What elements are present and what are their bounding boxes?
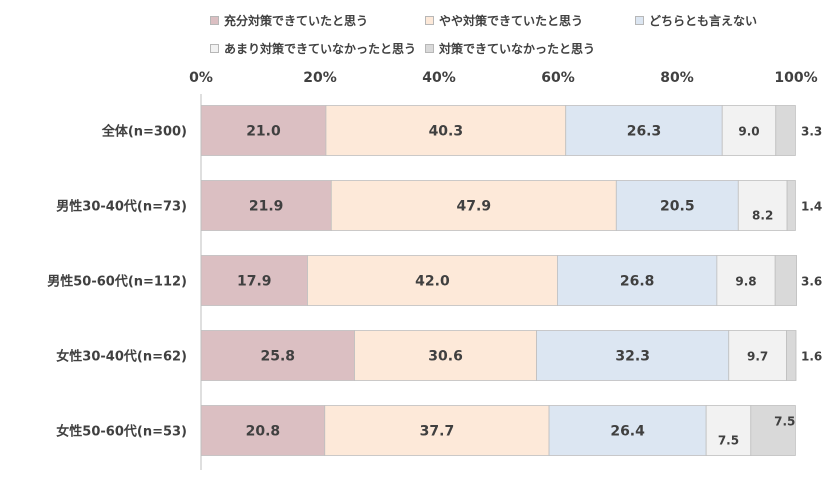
bar-segment xyxy=(750,405,796,456)
data-label: 40.3 xyxy=(429,124,464,140)
bar-segment xyxy=(775,105,796,156)
x-tick-label: 80% xyxy=(660,70,694,86)
data-label: 26.4 xyxy=(610,424,645,440)
data-label: 9.8 xyxy=(735,275,756,289)
bar-segment xyxy=(200,180,332,231)
bar-segment xyxy=(324,405,550,456)
data-label: 30.6 xyxy=(428,349,463,365)
legend-swatch-4 xyxy=(210,44,219,53)
data-label: 3.6 xyxy=(801,275,822,289)
bar-segment xyxy=(786,330,797,381)
data-label: 21.0 xyxy=(246,124,281,140)
data-label: 25.8 xyxy=(260,349,295,365)
legend-swatch-5 xyxy=(425,44,434,53)
legend-label-1: 充分対策できていたと思う xyxy=(224,14,369,28)
bar-segment xyxy=(200,330,355,381)
category-label: 男性50-60代(n=112) xyxy=(47,274,187,290)
data-label: 20.8 xyxy=(246,424,281,440)
data-label: 37.7 xyxy=(420,424,455,440)
legend-label-3: どちらとも言えない xyxy=(649,14,758,28)
data-label: 7.5 xyxy=(774,415,795,429)
bar-segment xyxy=(330,180,617,231)
legend-swatch-2 xyxy=(425,16,434,25)
data-label: 17.9 xyxy=(237,274,272,290)
bar-segment xyxy=(716,255,776,306)
legend-item-4: あまり対策できていなかったと思う xyxy=(210,40,416,57)
data-label: 26.3 xyxy=(627,124,662,140)
bar-segment xyxy=(200,105,327,156)
legend-swatch-1 xyxy=(210,16,219,25)
data-label: 8.2 xyxy=(752,209,773,223)
bar-segment xyxy=(536,330,730,381)
x-tick-label: 0% xyxy=(189,70,213,86)
bar-segment xyxy=(307,255,558,306)
data-label: 26.8 xyxy=(620,274,655,290)
legend-label-2: やや対策できていたと思う xyxy=(439,14,584,28)
data-label: 9.7 xyxy=(747,350,768,364)
bar-segment xyxy=(786,180,796,231)
legend-item-5: 対策できていなかったと思う xyxy=(425,40,595,57)
bar-segment xyxy=(548,405,707,456)
data-label: 42.0 xyxy=(415,274,450,290)
bar-segment xyxy=(728,330,787,381)
data-label: 3.3 xyxy=(801,125,822,139)
category-label: 全体(n=300) xyxy=(101,124,187,140)
legend-label-5: 対策できていなかったと思う xyxy=(439,42,596,56)
bar-segment xyxy=(615,180,739,231)
category-label: 男性30-40代(n=73) xyxy=(56,199,187,215)
legend-label-4: あまり対策できていなかったと思う xyxy=(224,42,417,56)
x-tick-label: 20% xyxy=(303,70,337,86)
bar-segment xyxy=(200,405,326,456)
bar-segment xyxy=(354,330,537,381)
bar-segment xyxy=(705,405,752,456)
legend-item-3: どちらとも言えない xyxy=(635,12,757,29)
data-label: 1.4 xyxy=(801,200,822,214)
x-tick-label: 40% xyxy=(422,70,456,86)
bar-segment xyxy=(721,105,777,156)
legend-item-1: 充分対策できていたと思う xyxy=(210,12,368,29)
category-label: 女性50-60代(n=53) xyxy=(56,424,187,440)
legend-item-2: やや対策できていたと思う xyxy=(425,12,583,29)
data-label: 20.5 xyxy=(660,199,695,215)
x-tick-label: 60% xyxy=(541,70,575,86)
x-tick-label: 100% xyxy=(774,70,817,86)
data-label: 21.9 xyxy=(249,199,284,215)
data-label: 32.3 xyxy=(615,349,650,365)
bar-segment xyxy=(557,255,718,306)
data-label: 47.9 xyxy=(457,199,492,215)
category-label: 女性30-40代(n=62) xyxy=(56,349,187,365)
legend-swatch-3 xyxy=(635,16,644,25)
data-label: 9.0 xyxy=(738,125,759,139)
bar-segment xyxy=(774,255,797,306)
data-label: 1.6 xyxy=(801,350,822,364)
data-label: 7.5 xyxy=(718,434,739,448)
bar-segment xyxy=(737,180,788,231)
